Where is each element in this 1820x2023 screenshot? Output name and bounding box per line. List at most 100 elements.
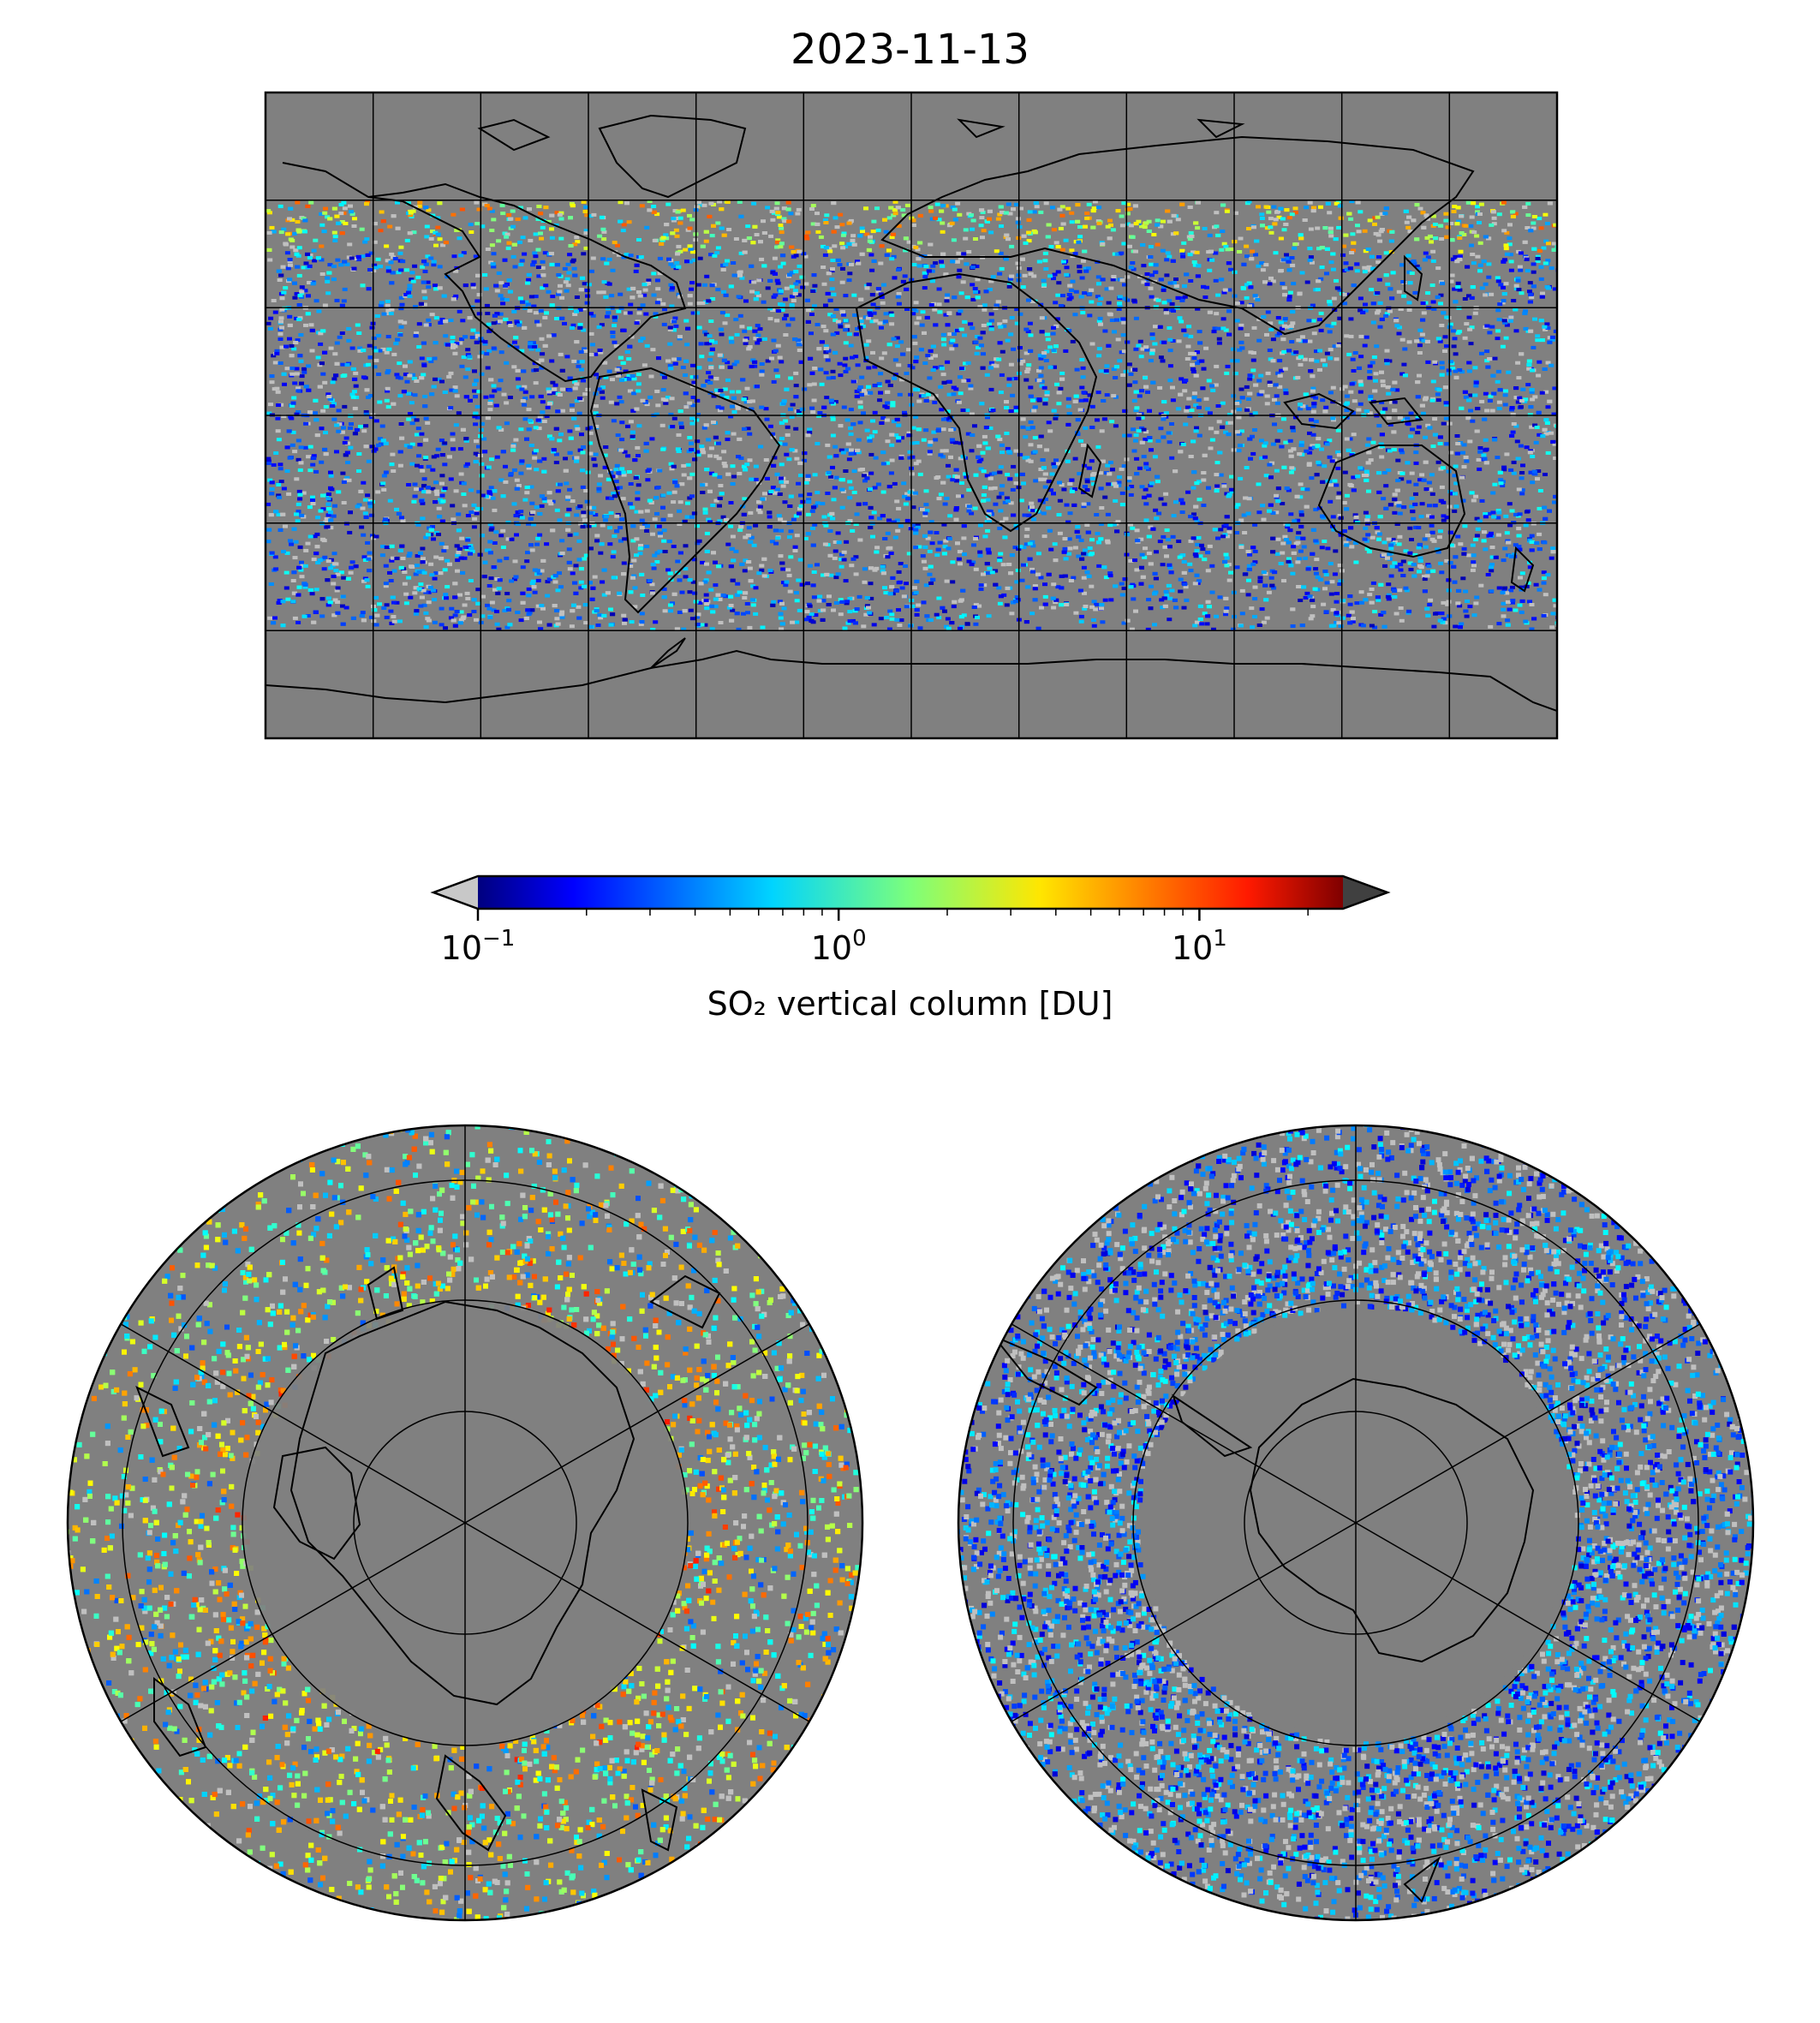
data-pixel	[683, 544, 689, 548]
data-pixel	[365, 540, 371, 545]
data-pixel	[940, 221, 946, 225]
data-pixel	[1038, 468, 1044, 471]
data-pixel	[687, 496, 693, 500]
data-pixel	[573, 564, 579, 568]
data-pixel	[1336, 225, 1342, 230]
data-pixel	[1118, 318, 1124, 322]
data-pixel	[340, 604, 345, 608]
data-pixel	[884, 616, 890, 619]
data-pixel	[789, 295, 795, 299]
data-pixel	[707, 454, 713, 458]
data-pixel	[788, 376, 794, 380]
data-pixel	[1413, 525, 1419, 529]
data-pixel	[886, 627, 892, 631]
data-pixel	[384, 603, 390, 607]
data-pixel	[807, 564, 813, 568]
data-pixel	[1292, 211, 1298, 215]
data-pixel	[349, 422, 354, 426]
data-pixel	[596, 489, 602, 493]
data-pixel	[803, 254, 809, 259]
data-pixel	[413, 612, 419, 616]
data-pixel	[1348, 334, 1354, 338]
data-pixel	[952, 343, 958, 348]
data-pixel	[1102, 495, 1108, 499]
data-pixel	[1529, 603, 1535, 606]
data-pixel	[821, 515, 827, 519]
data-pixel	[324, 516, 330, 521]
data-pixel	[426, 285, 432, 289]
data-pixel	[528, 485, 534, 489]
data-pixel	[1221, 242, 1227, 246]
data-pixel	[1224, 564, 1230, 568]
data-pixel	[844, 540, 850, 544]
data-pixel	[439, 318, 445, 321]
data-pixel	[1270, 337, 1276, 342]
data-pixel	[1525, 581, 1531, 585]
data-pixel	[1322, 587, 1328, 591]
data-pixel	[1358, 590, 1364, 594]
data-pixel	[612, 241, 618, 245]
data-pixel	[540, 606, 546, 611]
data-pixel	[696, 539, 702, 543]
data-pixel	[863, 355, 869, 360]
data-pixel	[346, 326, 352, 331]
data-pixel	[1477, 241, 1483, 245]
data-pixel	[1396, 289, 1402, 294]
data-pixel	[868, 235, 873, 239]
data-pixel	[1085, 502, 1091, 506]
data-pixel	[453, 294, 459, 298]
data-pixel	[301, 491, 307, 495]
data-pixel	[1013, 523, 1019, 528]
data-pixel	[517, 206, 523, 210]
data-pixel	[1191, 512, 1196, 516]
data-pixel	[896, 439, 902, 443]
data-pixel	[278, 480, 284, 484]
data-pixel	[690, 580, 696, 584]
data-pixel	[922, 513, 928, 517]
data-pixel	[1205, 569, 1211, 573]
data-pixel	[578, 522, 584, 526]
data-pixel	[1011, 347, 1017, 351]
data-pixel	[775, 238, 781, 242]
data-pixel	[928, 209, 934, 213]
data-pixel	[1537, 532, 1543, 536]
data-pixel	[357, 346, 363, 350]
data-pixel	[892, 481, 898, 486]
data-pixel	[1253, 295, 1259, 300]
data-pixel	[299, 285, 305, 289]
data-pixel	[813, 613, 819, 618]
data-pixel	[793, 371, 799, 375]
data-pixel	[1435, 266, 1441, 271]
data-pixel	[589, 269, 594, 273]
data-pixel	[1529, 295, 1535, 299]
data-pixel	[733, 318, 739, 321]
data-pixel	[815, 501, 820, 505]
data-pixel	[1194, 549, 1200, 553]
data-pixel	[473, 451, 479, 456]
data-pixel	[1543, 390, 1549, 394]
data-pixel	[1501, 468, 1507, 472]
data-pixel	[726, 228, 732, 231]
data-pixel	[554, 211, 560, 215]
data-pixel	[1520, 463, 1525, 468]
data-pixel	[1038, 210, 1044, 214]
data-pixel	[486, 349, 492, 353]
data-pixel	[1531, 262, 1537, 266]
data-pixel	[853, 555, 859, 559]
data-pixel	[1394, 388, 1400, 392]
data-pixel	[1376, 277, 1382, 282]
data-pixel	[1315, 226, 1321, 230]
data-pixel	[1302, 556, 1308, 560]
data-pixel	[535, 348, 541, 352]
data-pixel	[271, 230, 277, 234]
data-pixel	[1103, 576, 1109, 580]
data-pixel	[809, 307, 815, 311]
data-pixel	[961, 379, 967, 383]
data-pixel	[683, 567, 689, 571]
data-pixel	[1381, 497, 1387, 501]
data-pixel	[1353, 515, 1359, 519]
data-pixel	[1153, 325, 1158, 329]
data-pixel	[1013, 449, 1019, 453]
data-pixel	[468, 223, 474, 227]
data-pixel	[469, 335, 475, 339]
